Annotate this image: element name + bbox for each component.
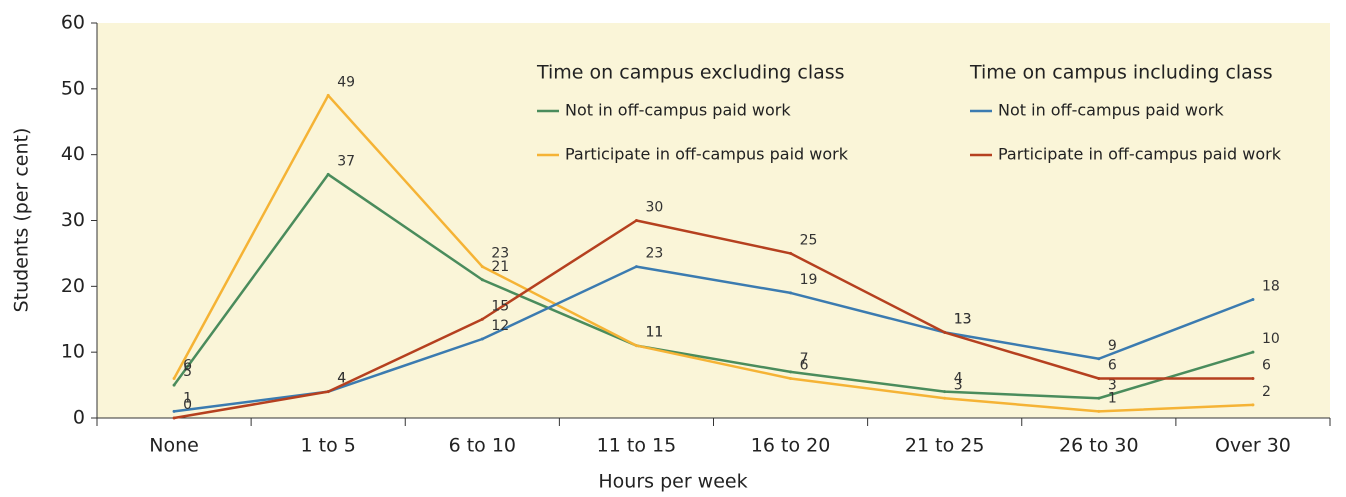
data-point — [634, 344, 638, 348]
data-label: 37 — [337, 153, 355, 169]
data-label: 13 — [954, 311, 972, 327]
data-label: 25 — [800, 232, 818, 248]
data-label: 6 — [800, 358, 809, 374]
data-point — [789, 291, 793, 295]
data-point — [943, 330, 947, 334]
y-tick-label: 20 — [61, 275, 85, 297]
y-tick-label: 10 — [61, 341, 85, 363]
series-line — [172, 94, 1253, 413]
y-axis-label: Students (per cent) — [11, 128, 33, 313]
data-label: 6 — [1262, 358, 1271, 374]
x-tick-label: 11 to 15 — [597, 435, 677, 457]
x-axis-label: Hours per week — [598, 471, 747, 493]
data-label: 21 — [491, 259, 509, 275]
data-point — [1251, 298, 1255, 301]
x-tick-label: 6 to 10 — [449, 435, 516, 457]
data-label: 4 — [954, 371, 963, 387]
y-tick-label: 40 — [61, 143, 85, 165]
y-tick-label: 30 — [61, 209, 85, 231]
legend-title: Time on campus excluding class — [536, 62, 845, 84]
y-tick-label: 50 — [61, 77, 85, 99]
data-point — [1251, 377, 1255, 380]
data-point — [789, 251, 793, 255]
data-label: 23 — [645, 246, 663, 262]
data-point — [326, 390, 330, 394]
data-point — [480, 265, 484, 269]
data-point — [172, 377, 176, 380]
legend-label: Participate in off-campus paid work — [565, 145, 849, 164]
data-point — [172, 409, 176, 413]
data-label: 11 — [645, 325, 663, 341]
data-label: 11 — [645, 325, 663, 341]
data-label: 6 — [1108, 358, 1117, 374]
data-point — [326, 172, 330, 176]
data-point — [480, 317, 484, 321]
data-label: 13 — [954, 311, 972, 327]
data-point — [943, 396, 947, 400]
data-point — [480, 278, 484, 282]
x-tick-label: 16 to 20 — [751, 435, 831, 457]
legend-label: Not in off-campus paid work — [998, 101, 1224, 120]
data-point — [172, 416, 176, 420]
y-tick-label: 60 — [61, 12, 85, 34]
data-label: 15 — [491, 298, 509, 314]
data-label: 23 — [491, 246, 509, 262]
data-label: 10 — [1262, 331, 1280, 347]
series-line — [173, 265, 1254, 413]
data-label: 0 — [183, 397, 192, 413]
series-line — [173, 173, 1254, 400]
series-line — [173, 219, 1253, 420]
data-point — [634, 265, 638, 269]
data-point — [1097, 396, 1101, 400]
legend-label: Participate in off-campus paid work — [998, 145, 1282, 164]
data-point — [1097, 377, 1101, 380]
data-point — [789, 377, 793, 380]
legend-title: Time on campus including class — [969, 62, 1273, 84]
plot-area — [97, 23, 1330, 418]
data-label: 4 — [337, 371, 346, 387]
data-point — [1097, 409, 1101, 413]
data-label: 49 — [337, 74, 355, 90]
legend-label: Not in off-campus paid work — [565, 101, 791, 120]
data-point — [480, 337, 484, 341]
data-point — [789, 370, 793, 374]
data-point — [172, 383, 176, 387]
data-label: 18 — [1262, 279, 1280, 295]
data-label: 5 — [183, 364, 192, 380]
data-point — [634, 219, 638, 222]
data-label: 3 — [954, 377, 963, 393]
data-label: 1 — [183, 390, 192, 406]
data-label: 3 — [1108, 377, 1117, 393]
x-tick-label: 1 to 5 — [301, 435, 356, 457]
data-point — [326, 93, 330, 97]
data-label: 30 — [645, 200, 663, 216]
data-point — [1097, 357, 1101, 361]
data-label: 1 — [1108, 390, 1117, 406]
data-label: 9 — [1108, 338, 1117, 354]
data-label: 6 — [183, 358, 192, 374]
data-point — [1251, 350, 1255, 354]
data-point — [1251, 403, 1255, 407]
data-label: 12 — [491, 318, 509, 334]
x-tick-label: None — [149, 435, 199, 457]
data-point — [943, 390, 947, 394]
data-label: 19 — [800, 272, 818, 288]
data-label: 2 — [1262, 384, 1271, 400]
y-tick-label: 0 — [73, 407, 85, 429]
data-label: 4 — [337, 371, 346, 387]
x-tick-label: 26 to 30 — [1059, 435, 1139, 457]
data-label: 7 — [800, 351, 809, 367]
x-tick-label: Over 30 — [1215, 435, 1291, 457]
x-tick-label: 21 to 25 — [905, 435, 985, 457]
